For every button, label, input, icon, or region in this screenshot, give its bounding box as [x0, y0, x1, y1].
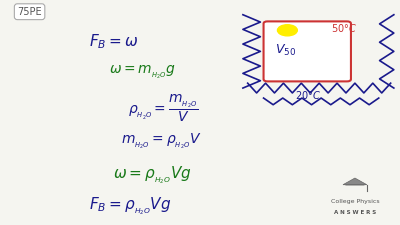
Text: $F_B = \rho_{_{H_2O}} V g$: $F_B = \rho_{_{H_2O}} V g$: [89, 195, 171, 217]
Text: College Physics: College Physics: [331, 199, 379, 204]
Circle shape: [278, 25, 297, 36]
Text: $F_B = \omega$: $F_B = \omega$: [89, 32, 138, 51]
Polygon shape: [343, 178, 367, 185]
Text: $\omega = m_{_{H_2O}} g$: $\omega = m_{_{H_2O}} g$: [109, 64, 176, 81]
Text: $\rho_{_{H_2O}} = \dfrac{m_{_{H_2O}}}{V}$: $\rho_{_{H_2O}} = \dfrac{m_{_{H_2O}}}{V}…: [128, 92, 199, 124]
Text: $m_{_{H_2O}} = \rho_{_{H_2O}} V$: $m_{_{H_2O}} = \rho_{_{H_2O}} V$: [120, 132, 201, 151]
Text: 75PE: 75PE: [17, 7, 42, 17]
Text: $V_{50}$: $V_{50}$: [276, 43, 296, 58]
Text: $\omega = \rho_{_{H_2O}} V g$: $\omega = \rho_{_{H_2O}} V g$: [113, 164, 191, 186]
Text: A N S W E R S: A N S W E R S: [334, 210, 376, 215]
Text: $20°C$: $20°C$: [295, 89, 321, 101]
Text: $50°C$: $50°C$: [331, 22, 357, 34]
FancyBboxPatch shape: [264, 21, 351, 81]
